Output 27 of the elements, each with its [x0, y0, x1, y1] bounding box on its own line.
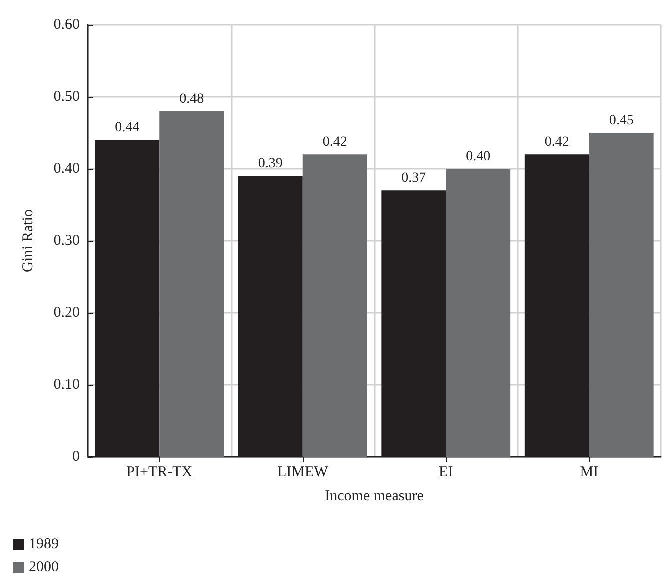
y-axis-title: Gini Ratio	[20, 210, 36, 272]
x-tick-label: MI	[580, 464, 599, 480]
y-tick-label: 0.10	[54, 377, 80, 393]
y-tick-label: 0	[72, 449, 80, 465]
y-tick-label: 0.50	[54, 89, 80, 105]
x-tick-label: PI+TR-TX	[126, 464, 193, 480]
x-tick-label: LIMEW	[277, 464, 330, 480]
legend-label: 1989	[29, 536, 59, 552]
data-label: 0.42	[544, 135, 570, 150]
data-label: 0.42	[322, 135, 348, 150]
y-tick-label: 0.20	[54, 305, 80, 321]
x-tick-label: EI	[439, 464, 454, 480]
data-label: 0.40	[466, 150, 491, 164]
bar	[302, 154, 368, 457]
data-label: 0.37	[402, 171, 426, 186]
legend-label: 2000	[29, 560, 59, 576]
y-tick-label: 0.40	[54, 161, 80, 177]
data-label: 0.39	[258, 156, 283, 172]
data-label: 0.48	[180, 92, 204, 107]
bar	[160, 111, 224, 457]
data-label: 0.45	[609, 114, 634, 128]
y-tick-label: 0.60	[54, 17, 80, 33]
bar	[446, 169, 511, 457]
x-axis-title: Income measure	[325, 488, 424, 504]
bar	[589, 133, 654, 457]
data-label: 0.44	[115, 120, 140, 136]
y-tick-label: 0.30	[54, 233, 80, 249]
